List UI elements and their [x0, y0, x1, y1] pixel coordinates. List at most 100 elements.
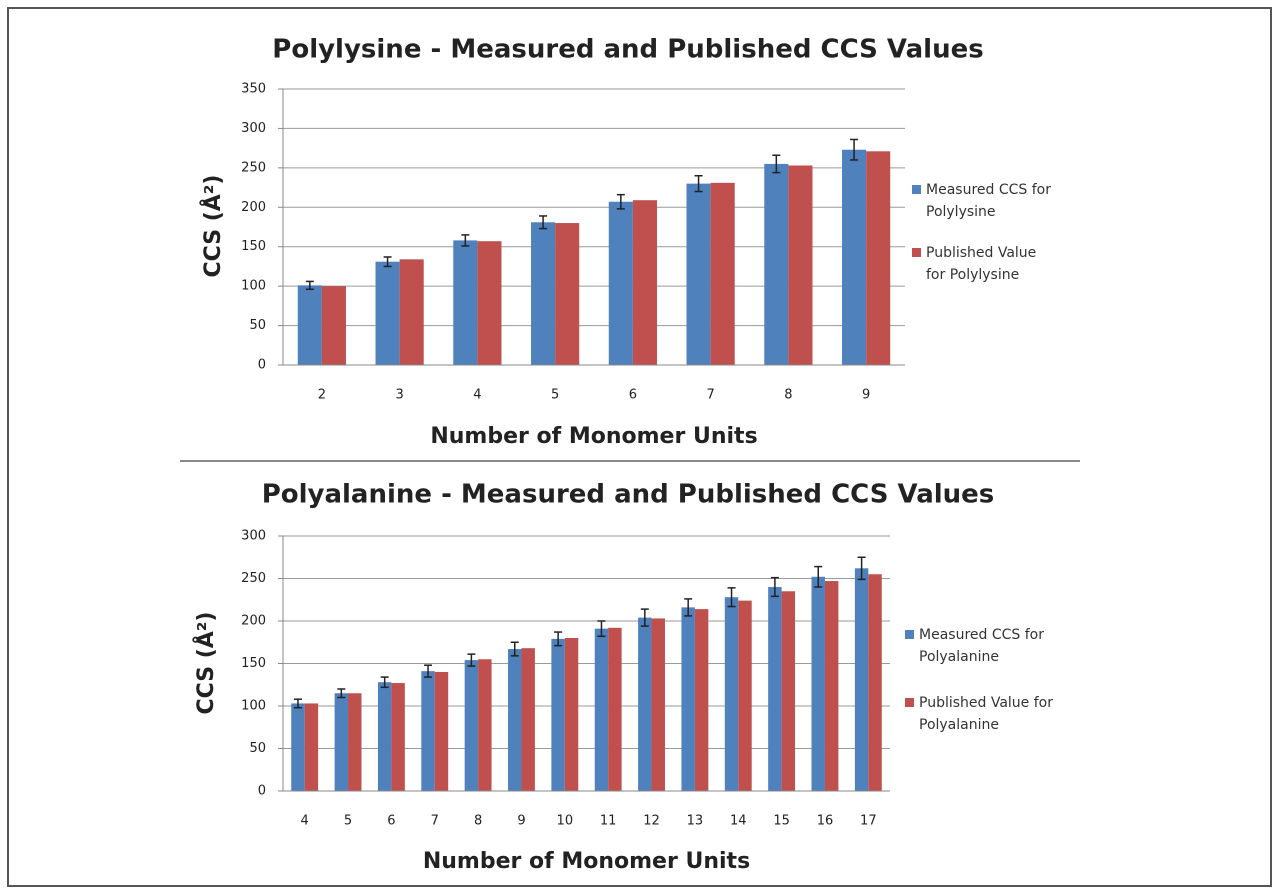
bar — [632, 200, 657, 365]
bar — [866, 151, 891, 365]
bar — [334, 693, 349, 791]
x-tick-label: 6 — [629, 388, 637, 403]
error-bar — [510, 641, 519, 657]
bar — [686, 183, 711, 365]
bar — [555, 223, 580, 365]
x-tick-label: 2 — [318, 388, 326, 403]
y-axis-label: CCS (Å²) — [193, 612, 219, 715]
bar — [842, 149, 867, 365]
legend-label: Published Value for Polylysine — [926, 245, 1037, 283]
x-tick-label: 9 — [862, 388, 870, 403]
legend-swatch — [905, 698, 914, 707]
chart-title: Polyalanine - Measured and Published CCS… — [262, 480, 995, 510]
x-tick-label: 16 — [817, 814, 834, 829]
bar — [478, 659, 492, 791]
error-bar — [337, 688, 346, 699]
y-tick-label: 200 — [241, 200, 266, 215]
error-bar — [684, 598, 693, 617]
error-bar — [857, 556, 866, 581]
x-tick-label: 14 — [730, 814, 747, 829]
bar — [391, 683, 405, 791]
x-tick-label: 5 — [551, 388, 559, 403]
error-bar — [461, 234, 470, 247]
x-tick-label: 5 — [344, 814, 352, 829]
error-bar — [727, 587, 736, 608]
x-tick-label: 4 — [301, 814, 309, 829]
frame — [7, 7, 1272, 887]
error-bar — [694, 174, 703, 193]
bar — [638, 617, 652, 791]
bar — [375, 261, 400, 365]
y-tick-label: 150 — [241, 239, 266, 254]
y-tick-label: 100 — [241, 279, 266, 294]
error-bar — [380, 676, 389, 689]
x-tick-label: 12 — [643, 814, 660, 829]
x-tick-label: 8 — [474, 814, 482, 829]
bar — [608, 201, 633, 365]
bar — [788, 165, 813, 365]
y-tick-label: 300 — [241, 529, 266, 544]
x-tick-label: 6 — [387, 814, 395, 829]
legend-swatch — [912, 248, 921, 257]
error-bar — [305, 280, 314, 291]
error-bar — [539, 215, 548, 230]
error-bar — [616, 193, 625, 210]
bar — [348, 693, 362, 791]
bar — [304, 703, 319, 791]
x-tick-label: 17 — [860, 814, 877, 829]
error-bar — [850, 138, 859, 161]
y-tick-label: 300 — [241, 121, 266, 136]
bar — [738, 600, 752, 791]
error-bar — [554, 631, 563, 647]
bar — [564, 638, 579, 791]
x-tick-label: 13 — [687, 814, 704, 829]
legend-label: Measured CCS for Polyalanine — [919, 627, 1044, 665]
bar — [399, 259, 424, 365]
bar — [321, 286, 346, 365]
bar — [508, 649, 522, 791]
legend-swatch — [912, 185, 921, 194]
bar — [694, 609, 709, 791]
error-bar — [640, 608, 649, 627]
x-tick-label: 7 — [706, 388, 714, 403]
error-bar — [424, 664, 433, 678]
x-tick-label: 7 — [431, 814, 439, 829]
bar — [297, 285, 322, 365]
bar — [824, 581, 839, 791]
y-tick-label: 200 — [241, 614, 266, 629]
y-tick-label: 0 — [258, 358, 266, 373]
bar — [594, 628, 609, 791]
error-bar — [814, 565, 823, 588]
bar — [781, 591, 796, 791]
y-tick-label: 350 — [241, 82, 266, 97]
bar — [521, 648, 535, 791]
bar — [551, 638, 565, 791]
x-tick-label: 10 — [557, 814, 574, 829]
y-tick-label: 100 — [241, 699, 266, 714]
bar — [811, 576, 825, 791]
bar — [608, 627, 622, 791]
bar — [377, 682, 392, 791]
legend-label: Published Value for Polyalanine — [919, 695, 1053, 733]
error-bar — [383, 256, 392, 268]
bar — [724, 597, 739, 791]
bar — [421, 671, 435, 791]
error-bar — [597, 620, 606, 638]
x-axis-label: Number of Monomer Units — [423, 849, 750, 874]
y-tick-label: 0 — [258, 784, 266, 799]
y-tick-label: 50 — [249, 741, 266, 756]
bar — [868, 574, 882, 791]
x-tick-label: 11 — [600, 814, 617, 829]
x-tick-label: 9 — [517, 814, 525, 829]
bar — [531, 222, 556, 365]
bar — [768, 587, 782, 791]
error-bar — [772, 154, 781, 174]
error-bar — [467, 653, 476, 667]
legend-swatch — [905, 630, 914, 639]
y-tick-label: 150 — [241, 656, 266, 671]
bar — [434, 672, 449, 791]
bar — [291, 703, 305, 791]
bar — [477, 241, 502, 365]
